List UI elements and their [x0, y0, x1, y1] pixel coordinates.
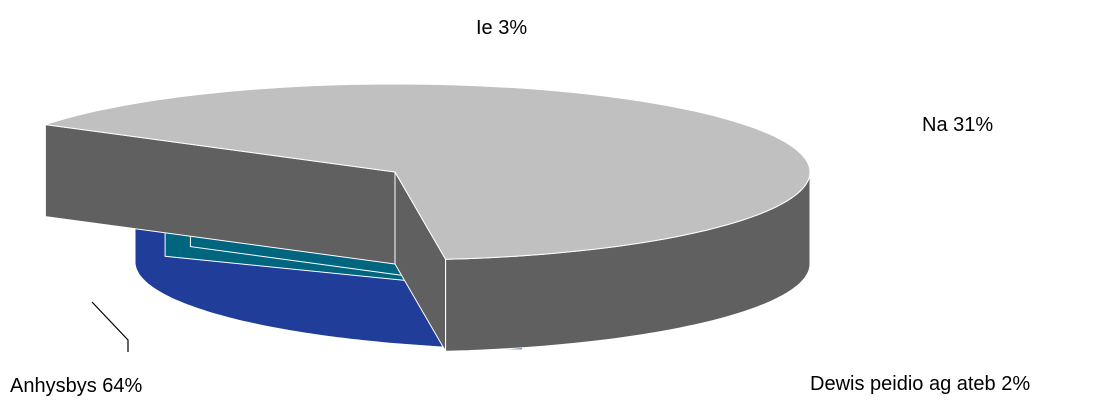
pie-slices — [44, 83, 811, 354]
anhysbys-leader-line — [91, 301, 129, 352]
label-dewis: Dewis peidio ag ateb 2% — [810, 373, 1030, 395]
label-anhysbys: Anhysbys 64% — [10, 375, 143, 397]
label-ie: Ie 3% — [476, 17, 527, 39]
label-na: Na 31% — [922, 114, 993, 136]
slice-anhysbys-top — [45, 83, 811, 260]
